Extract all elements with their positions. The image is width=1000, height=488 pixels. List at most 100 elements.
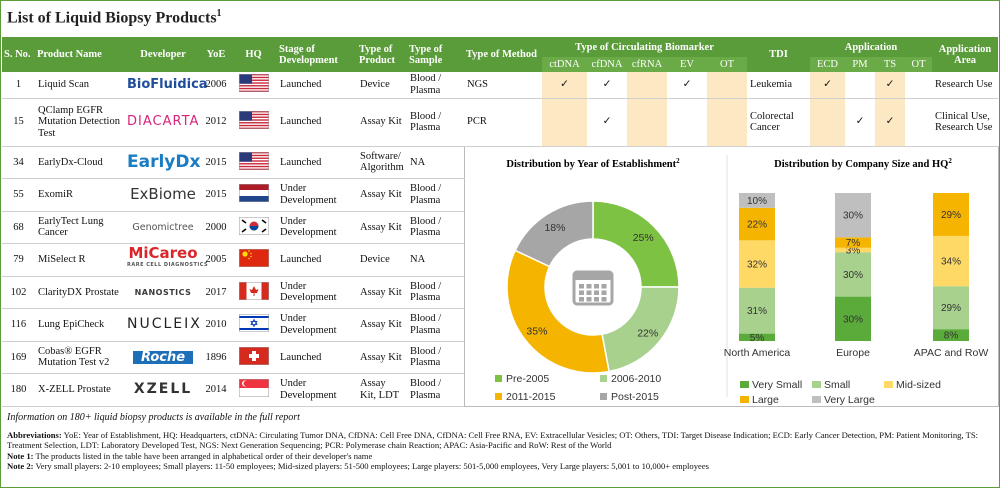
segment-label: 3% (845, 245, 860, 256)
bar-segment (932, 235, 969, 286)
flag (238, 313, 269, 333)
legend-swatch (599, 374, 607, 382)
icon (586, 290, 591, 295)
flag-part (238, 79, 269, 81)
table-cell: Lung EpiCheck (35, 308, 124, 342)
developer-logo: NUCLEIX (127, 317, 200, 331)
table-cell: NA (407, 146, 464, 179)
table-cell: Launched (277, 98, 357, 147)
developer-tagline: RARE CELL DIAGNOSTICS (127, 261, 209, 268)
table-cell (627, 72, 667, 99)
table-cell: Device (357, 72, 407, 99)
table-cell (230, 341, 277, 374)
bar-segment (834, 192, 871, 237)
flag-part (261, 218, 266, 224)
developer-logo: XZELL (127, 382, 199, 396)
table-cell (230, 98, 277, 147)
chart-title: Distribution by Company Size and HQ2 (774, 157, 952, 170)
table-cell: Device (357, 243, 407, 277)
table-cell: NA (407, 243, 464, 277)
flag-part (238, 151, 252, 162)
bar-segment (738, 192, 775, 208)
slice-label: 22% (637, 327, 658, 339)
flag-part (238, 151, 269, 153)
table-row: 15 QClamp EGFR Mutation Detection Test DIA… (2, 98, 999, 147)
flag-part (249, 255, 252, 258)
table-cell: Launched (277, 72, 357, 99)
table-cell (230, 243, 277, 277)
table-row: 79 MiSelect R MiCareo RARE CELL DIAGNOSTICS… (2, 243, 998, 277)
table-cell: Blood / Plasma (407, 276, 464, 309)
legend-swatch (739, 395, 749, 403)
bar-segment (834, 247, 871, 252)
developer-logo: MiCareo RARE CELL DIAGNOSTICS (127, 246, 209, 271)
note-text: YoE: Year of Establishment, HQ: Headquar… (7, 429, 978, 451)
flag-part (238, 190, 269, 196)
flag-part (238, 76, 269, 79)
table-cell: 102 (2, 276, 35, 309)
products-table: S. No. Product Name Developer YoE HQ Stage of… (2, 37, 999, 407)
flag-part (249, 285, 258, 296)
legend-swatch (494, 374, 502, 382)
flag-part (238, 74, 252, 84)
column-header: OT (707, 57, 747, 72)
table-cell: MiCareo RARE CELL DIAGNOSTICS (124, 243, 209, 277)
category-label: APAC and RoW (913, 347, 988, 359)
legend-label: 2011-2015 (506, 391, 556, 403)
legend-label: Mid-sized (896, 379, 941, 391)
table-cell (230, 146, 277, 179)
flag-part (238, 90, 269, 93)
flag-part (241, 218, 246, 224)
segment-label: 30% (842, 269, 862, 280)
table-cell: EarlyDx-Cloud (35, 146, 124, 179)
subheader-row: ctDNA cfDNA cfRNA EV OT ECD PM TS OT (2, 57, 998, 72)
table-cell: Under Development (277, 178, 357, 212)
column-header: TDI (747, 37, 810, 72)
table-row: 68 EarlyTect Lung Cancer Genomictree 2000 Un… (2, 211, 998, 244)
flag-part (238, 316, 269, 318)
flag-part (238, 127, 269, 130)
table-cell: Blood / Plasma (407, 178, 464, 212)
table-cell (542, 98, 587, 147)
table-cell: Launched (277, 146, 357, 179)
column-header: Type of Method (464, 37, 542, 72)
table-cell: QClamp EGFR Mutation Detection Test (35, 98, 124, 147)
header-row: S. No. Product Name Developer YoE HQ Stage of… (2, 37, 999, 72)
bar-segment (834, 251, 871, 297)
legend-label: Post-2015 (611, 391, 659, 403)
flag (238, 151, 269, 170)
segment-label: 29% (940, 209, 960, 220)
table-cell: ✓ (845, 98, 875, 147)
legend-swatch (883, 380, 893, 388)
table-cell: 2010 (202, 308, 230, 342)
flag-part (238, 168, 269, 170)
column-header: Product Name (35, 37, 124, 72)
legend-label: 2006-2010 (611, 373, 661, 385)
column-header: Stage of Development (277, 37, 357, 72)
legend-label: Very Small (752, 379, 802, 391)
table-cell: Leukemia (747, 72, 810, 99)
table-cell: Genomictree (124, 211, 202, 244)
table-cell: ✓ (542, 72, 587, 99)
table-cell: Research Use (932, 72, 999, 99)
table-cell: ✓ (875, 98, 905, 147)
flag-part (238, 184, 269, 190)
legend-swatch (811, 380, 821, 388)
icon (601, 283, 606, 288)
icon (586, 283, 591, 288)
table-cell: ✓ (587, 72, 627, 99)
table-cell: XZELL (124, 373, 202, 407)
flag-part (238, 87, 269, 90)
flag-part (238, 162, 269, 164)
table-row: 116 Lung EpiCheck NUCLEIX 2010 Under Develop… (2, 308, 998, 342)
flag-part (238, 74, 269, 76)
legend-label: Large (752, 394, 779, 405)
column-header: cfDNA (587, 57, 627, 72)
flag-part (238, 196, 269, 202)
flag-part (249, 318, 258, 328)
developer-name: EarlyDx (127, 151, 201, 172)
table-cell: 2015 (202, 178, 230, 212)
table-cell: ExBiome (124, 178, 202, 212)
table-cell: 79 (2, 243, 35, 277)
table-cell (230, 308, 277, 342)
